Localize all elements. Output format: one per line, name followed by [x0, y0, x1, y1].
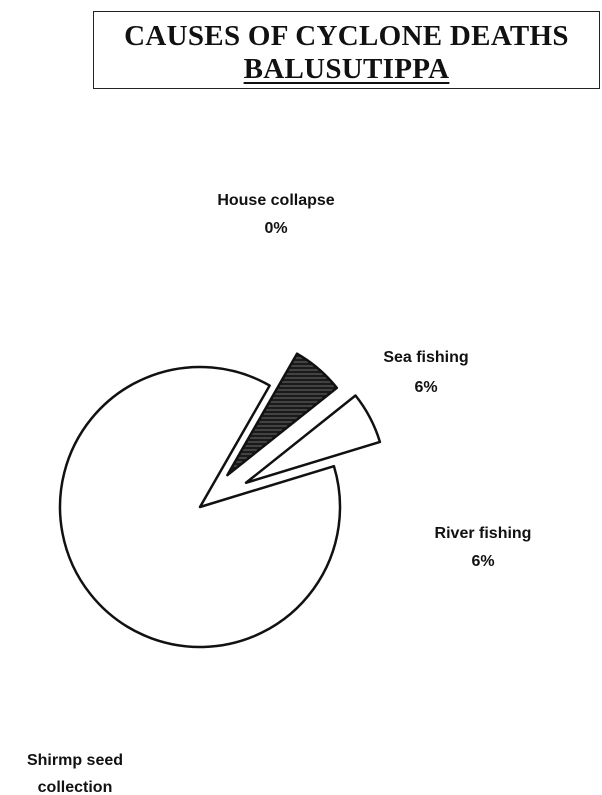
river-fishing-percent: 6% — [471, 553, 494, 570]
pie-slice-sea-fishing — [226, 352, 339, 477]
house-collapse-percent: 0% — [264, 220, 287, 237]
pie-slice-shirmp-seed-collection — [58, 365, 342, 649]
sea-fishing-percent: 6% — [414, 379, 437, 396]
sea-fishing-label: Sea fishing — [383, 349, 468, 366]
pie-slice-river-fishing — [244, 394, 382, 485]
chart-title-box: CAUSES OF CYCLONE DEATHS BALUSUTIPPA — [93, 11, 600, 89]
shrimp-seed-label: Shirmp seed — [27, 752, 123, 769]
river-fishing-label: River fishing — [435, 525, 532, 542]
chart-title: CAUSES OF CYCLONE DEATHS — [124, 20, 569, 52]
chart-subtitle: BALUSUTIPPA — [243, 53, 450, 85]
shrimp-seed-label-line2: collection — [38, 779, 113, 795]
house-collapse-label: House collapse — [217, 192, 334, 209]
